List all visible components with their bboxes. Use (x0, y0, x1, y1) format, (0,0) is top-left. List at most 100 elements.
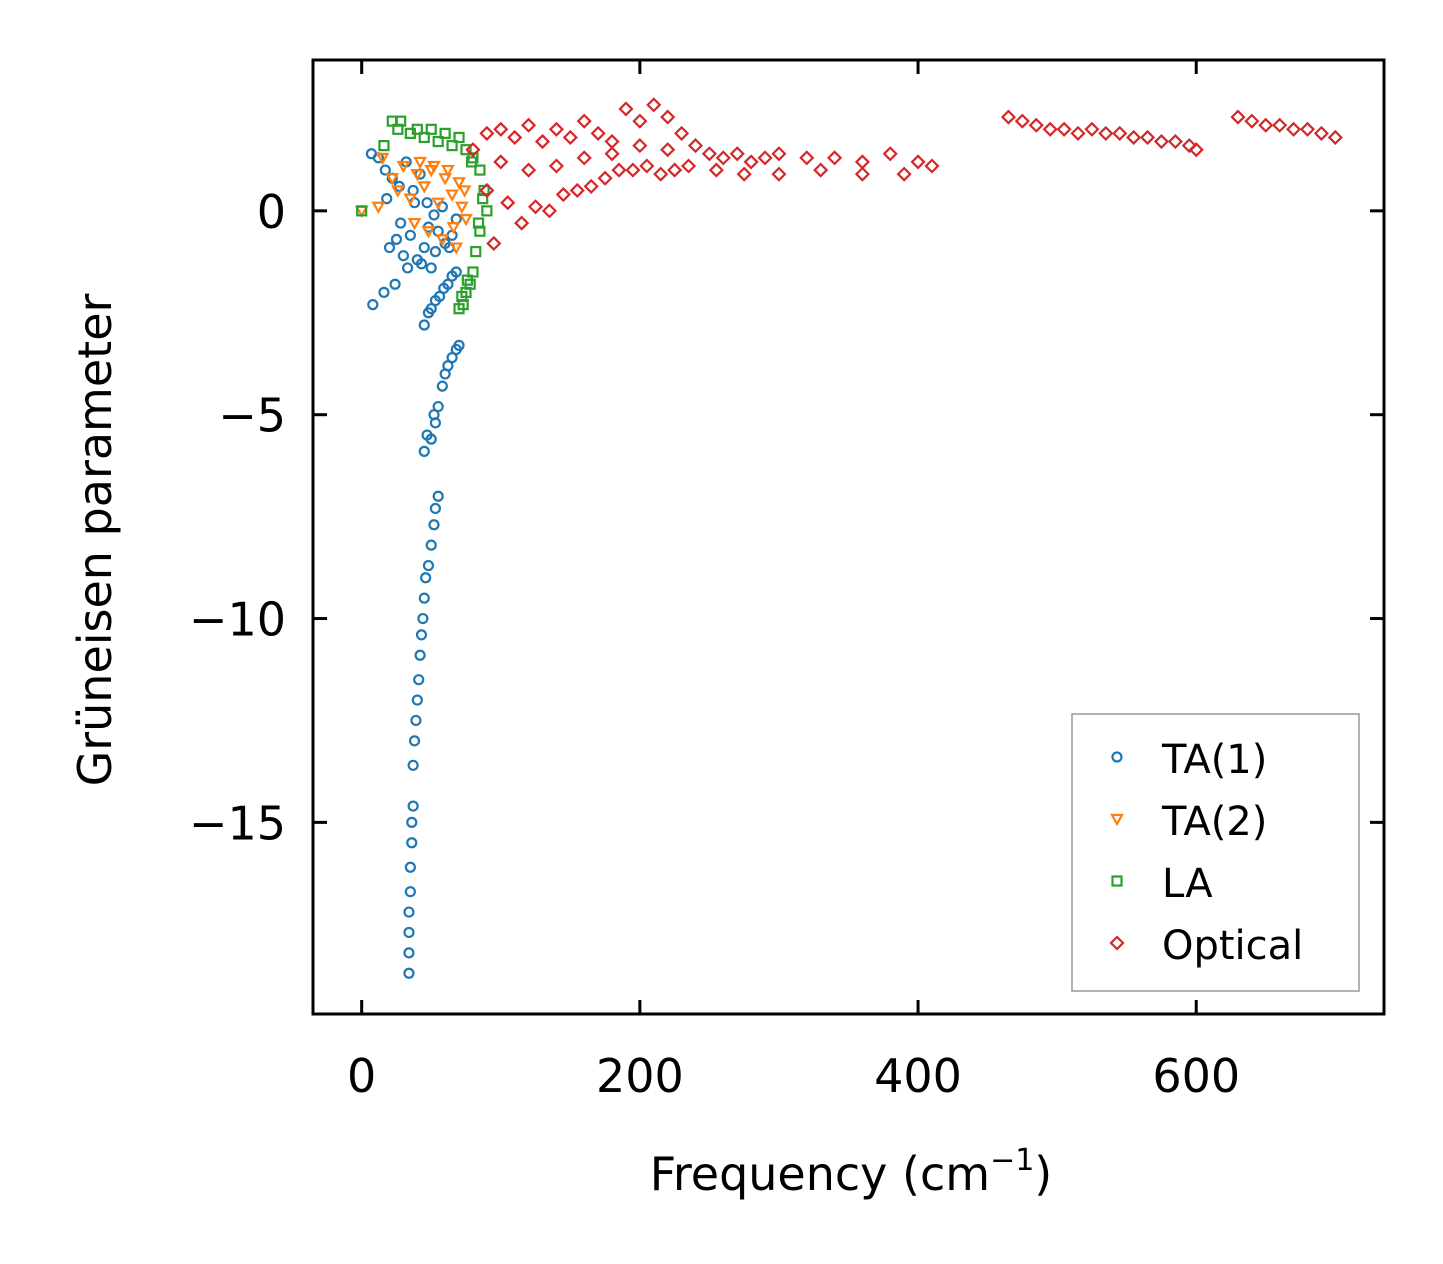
legend-marker (1110, 813, 1124, 827)
data-point (414, 649, 426, 661)
data-point (456, 290, 468, 303)
data-point (459, 213, 473, 227)
data-point (1112, 125, 1128, 141)
data-point (457, 185, 472, 198)
data-point (427, 160, 441, 174)
data-point (472, 217, 485, 229)
data-point (479, 182, 495, 199)
data-point (417, 181, 432, 194)
data-point (493, 154, 509, 170)
data-point (428, 409, 440, 421)
data-point (1056, 121, 1072, 137)
data-point (474, 164, 486, 176)
data-point (1244, 113, 1260, 129)
data-point (1098, 125, 1114, 141)
data-point (569, 182, 585, 199)
series-optical (465, 97, 1343, 252)
data-point (674, 125, 690, 141)
data-point (701, 146, 717, 162)
data-point (418, 241, 430, 254)
data-point (429, 246, 441, 258)
data-point (660, 142, 676, 158)
data-point (771, 146, 787, 162)
data-point (667, 162, 683, 178)
data-point (548, 158, 564, 174)
data-point (896, 166, 912, 182)
data-point (439, 127, 451, 139)
data-point (452, 177, 466, 190)
data-point (381, 193, 393, 205)
axis-ticks-layer: 0 200 400 600 0 −5 −10 −15 (189, 60, 1384, 1103)
data-point (450, 266, 462, 278)
data-point (771, 166, 787, 182)
legend-marker (1111, 751, 1123, 763)
data-point (1286, 121, 1302, 137)
data-point (1313, 125, 1329, 141)
legend-marker (1111, 875, 1123, 887)
data-point (465, 156, 478, 168)
data-point (432, 135, 444, 148)
data-point (403, 947, 415, 959)
data-point (799, 150, 815, 166)
data-point (479, 125, 495, 141)
data-point (1014, 113, 1030, 129)
data-point (813, 162, 829, 178)
data-point (639, 158, 655, 174)
data-point (407, 759, 419, 771)
data-point (411, 123, 423, 135)
data-point (562, 129, 578, 146)
data-point (646, 97, 662, 113)
data-point (910, 154, 926, 170)
data-point (1042, 121, 1058, 137)
data-point (385, 173, 400, 186)
data-point (428, 519, 440, 531)
data-point (461, 274, 473, 286)
legend: TA(1) TA(2) LA Optical (1071, 713, 1360, 992)
data-point (1139, 129, 1156, 146)
data-point (1028, 117, 1044, 133)
data-point (507, 129, 523, 146)
data-point (1299, 121, 1316, 137)
data-point (403, 906, 415, 918)
data-point (421, 226, 436, 239)
data-point (493, 121, 509, 137)
data-point (534, 133, 551, 150)
data-point (1084, 121, 1100, 137)
data-point (379, 164, 391, 176)
data-point (687, 138, 704, 154)
x-tick-label: 0 (347, 1049, 376, 1103)
x-axis-label: Frequency (cm−1) (650, 1143, 1053, 1201)
data-point (449, 242, 464, 255)
data-point (715, 150, 731, 166)
legend-label-ta2: TA(2) (1161, 799, 1267, 845)
data-point (548, 121, 564, 137)
data-point (541, 203, 558, 219)
data-point (422, 559, 435, 572)
data-point (1153, 133, 1170, 150)
data-point (431, 197, 446, 210)
data-point (1272, 117, 1288, 133)
data-point (436, 380, 448, 392)
data-point (415, 629, 428, 641)
data-point (356, 205, 368, 217)
data-point (435, 234, 450, 247)
data-point (421, 429, 433, 441)
data-point (429, 502, 441, 515)
data-point (406, 837, 418, 849)
data-point (924, 158, 940, 174)
y-tick-label: −10 (189, 593, 286, 647)
data-point (378, 140, 390, 152)
data-point (583, 178, 599, 194)
data-point (460, 144, 472, 156)
data-point (390, 185, 405, 198)
data-point (425, 123, 437, 135)
data-point (1188, 142, 1204, 158)
data-point (470, 246, 482, 258)
data-point (418, 445, 430, 457)
legend-label-optical: Optical (1162, 923, 1303, 969)
data-point (446, 222, 461, 235)
data-point (453, 339, 465, 351)
legend-label-ta1: TA(1) (1161, 737, 1267, 783)
x-tick-label: 600 (1152, 1049, 1240, 1103)
